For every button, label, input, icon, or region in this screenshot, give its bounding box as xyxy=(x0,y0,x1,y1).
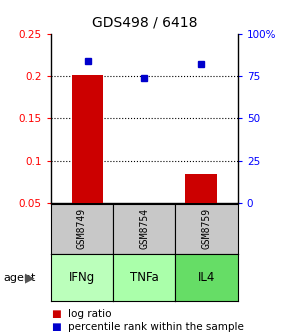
Bar xyxy=(185,174,217,203)
Text: GSM8759: GSM8759 xyxy=(202,208,212,249)
Bar xyxy=(72,75,103,203)
Text: ▶: ▶ xyxy=(25,271,34,284)
Text: ■: ■ xyxy=(51,309,61,319)
Text: agent: agent xyxy=(3,272,35,283)
Text: percentile rank within the sample: percentile rank within the sample xyxy=(68,322,244,332)
Text: IL4: IL4 xyxy=(198,271,215,284)
Text: GSM8749: GSM8749 xyxy=(77,208,87,249)
Text: GSM8754: GSM8754 xyxy=(139,208,149,249)
Text: log ratio: log ratio xyxy=(68,309,112,319)
Title: GDS498 / 6418: GDS498 / 6418 xyxy=(92,16,197,30)
Text: TNFa: TNFa xyxy=(130,271,159,284)
Text: ■: ■ xyxy=(51,322,61,332)
Text: IFNg: IFNg xyxy=(69,271,95,284)
